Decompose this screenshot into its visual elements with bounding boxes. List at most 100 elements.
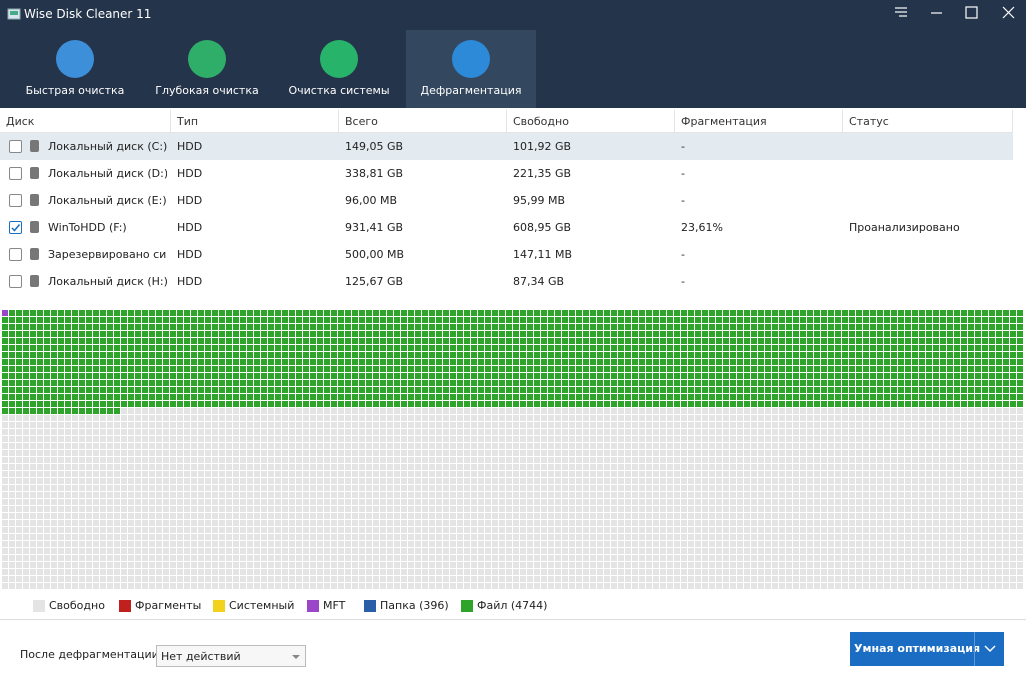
cluster [366, 331, 372, 337]
cluster [856, 520, 862, 526]
cluster [1010, 359, 1016, 365]
cluster [1010, 457, 1016, 463]
tab[interactable]: Очистка системы [274, 30, 404, 108]
table-cell: HDD [177, 214, 335, 241]
cluster [366, 429, 372, 435]
window-controls[interactable] [885, 0, 1026, 28]
cluster [1003, 380, 1009, 386]
cluster [905, 499, 911, 505]
cluster [373, 534, 379, 540]
cluster [513, 457, 519, 463]
cluster [226, 457, 232, 463]
checkbox[interactable] [9, 275, 22, 288]
cluster [79, 541, 85, 547]
cluster [170, 366, 176, 372]
cluster [114, 471, 120, 477]
cluster [758, 464, 764, 470]
cluster [219, 464, 225, 470]
cluster [814, 464, 820, 470]
cluster [114, 534, 120, 540]
cluster [807, 520, 813, 526]
cluster [464, 408, 470, 414]
table-cell: 95,99 MB [513, 187, 671, 214]
cluster [338, 324, 344, 330]
cluster [324, 310, 330, 316]
cluster [37, 422, 43, 428]
cluster [856, 338, 862, 344]
cluster [415, 310, 421, 316]
cluster [681, 443, 687, 449]
cluster [135, 471, 141, 477]
cluster [100, 331, 106, 337]
cluster [562, 373, 568, 379]
cluster [51, 471, 57, 477]
cluster [86, 520, 92, 526]
cluster [198, 520, 204, 526]
cluster [730, 331, 736, 337]
cluster [394, 387, 400, 393]
cluster [443, 408, 449, 414]
cluster [2, 443, 8, 449]
cluster [751, 429, 757, 435]
cluster [933, 401, 939, 407]
cluster [485, 520, 491, 526]
cluster [541, 513, 547, 519]
cluster [863, 359, 869, 365]
cluster [478, 366, 484, 372]
cluster [576, 506, 582, 512]
cluster [653, 352, 659, 358]
cluster [611, 436, 617, 442]
cluster [436, 408, 442, 414]
cluster [443, 471, 449, 477]
checkbox[interactable] [9, 248, 22, 261]
cluster [443, 366, 449, 372]
cluster [408, 527, 414, 533]
cluster [58, 450, 64, 456]
checkbox[interactable] [9, 221, 22, 234]
cluster [961, 373, 967, 379]
cluster [443, 450, 449, 456]
cluster [954, 464, 960, 470]
checkbox[interactable] [9, 140, 22, 153]
cluster [177, 422, 183, 428]
cluster [765, 401, 771, 407]
cluster [359, 324, 365, 330]
cluster [562, 534, 568, 540]
cluster [121, 324, 127, 330]
cluster [744, 443, 750, 449]
cluster [401, 352, 407, 358]
cluster [779, 499, 785, 505]
cluster [611, 408, 617, 414]
cluster [317, 366, 323, 372]
tab[interactable]: Быстрая очистка [10, 30, 140, 108]
cluster [933, 338, 939, 344]
cluster [1010, 506, 1016, 512]
cluster [233, 464, 239, 470]
cluster [653, 331, 659, 337]
cluster [632, 506, 638, 512]
cluster [716, 366, 722, 372]
cluster [975, 513, 981, 519]
checkbox[interactable] [9, 167, 22, 180]
cluster [856, 422, 862, 428]
cluster [975, 310, 981, 316]
cluster [989, 415, 995, 421]
cluster [16, 485, 22, 491]
tab[interactable]: Дефрагментация [406, 30, 536, 108]
checkbox[interactable] [9, 194, 22, 207]
cluster [989, 457, 995, 463]
cluster [849, 394, 855, 400]
cluster [170, 464, 176, 470]
cluster [583, 401, 589, 407]
cluster [793, 478, 799, 484]
cluster [674, 520, 680, 526]
cluster [1003, 464, 1009, 470]
tab[interactable]: Глубокая очистка [142, 30, 272, 108]
cluster [982, 485, 988, 491]
